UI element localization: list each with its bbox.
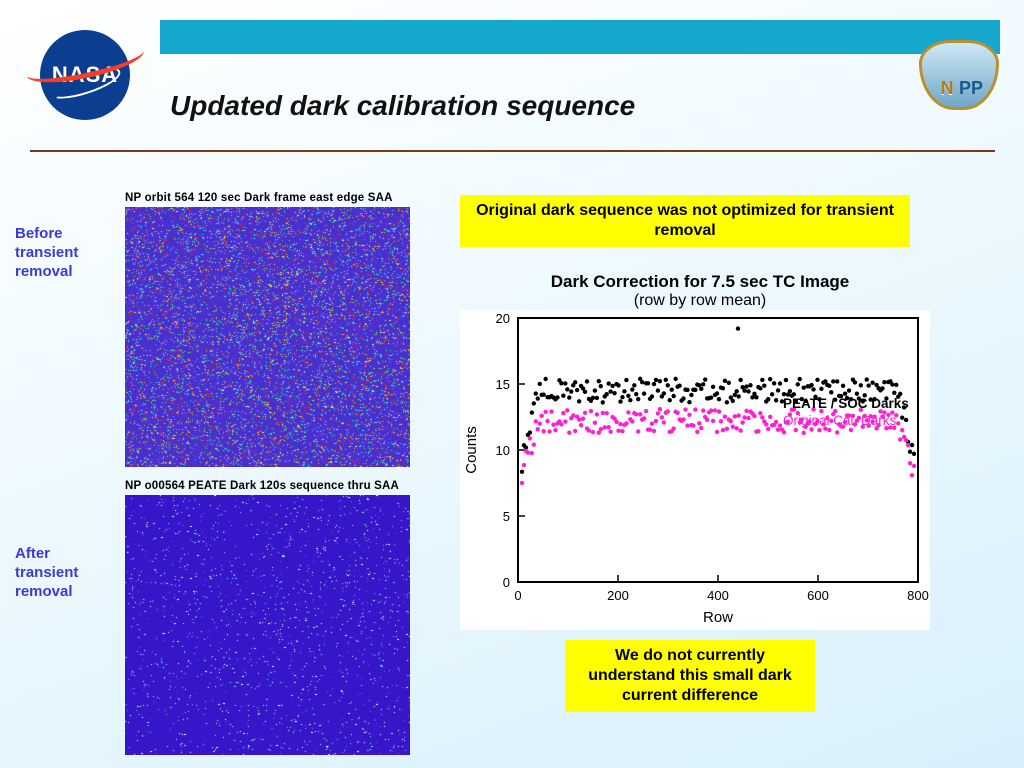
chart-subtitle: (row by row mean) bbox=[480, 292, 920, 310]
svg-text:600: 600 bbox=[807, 588, 829, 603]
svg-text:PEATE / SOC Darks: PEATE / SOC Darks bbox=[783, 396, 909, 411]
svg-text:Row: Row bbox=[703, 609, 733, 626]
svg-text:Original Cal. Darks: Original Cal. Darks bbox=[783, 413, 897, 428]
dark-frame-before-title: NP orbit 564 120 sec Dark frame east edg… bbox=[125, 192, 415, 204]
svg-text:0: 0 bbox=[514, 588, 521, 603]
callout-bottom: We do not currently understand this smal… bbox=[565, 640, 815, 712]
svg-text:200: 200 bbox=[607, 588, 629, 603]
npp-logo: N PP bbox=[919, 40, 999, 112]
dark-frame-before: NP orbit 564 120 sec Dark frame east edg… bbox=[125, 192, 415, 467]
label-after-transient: After transient removal bbox=[15, 545, 115, 601]
label-before-transient: Before transient removal bbox=[15, 225, 115, 281]
scatter-chart: 0 200 400 600 800 0 5 10 15 20 Row Counts PEATE / SO… bbox=[460, 310, 930, 630]
chart-title: Dark Correction for 7.5 sec TC Image bbox=[480, 272, 920, 292]
svg-text:400: 400 bbox=[707, 588, 729, 603]
header-rule bbox=[30, 150, 995, 152]
npp-text-pp: PP bbox=[934, 78, 1008, 99]
header-color-bar bbox=[160, 20, 1000, 54]
chart-title-block: Dark Correction for 7.5 sec TC Image (ro… bbox=[480, 272, 920, 310]
scatter-chart-svg: 0 200 400 600 800 0 5 10 15 20 Row Counts PEATE / SO… bbox=[460, 310, 930, 630]
dark-frame-before-image bbox=[125, 207, 410, 467]
svg-text:5: 5 bbox=[503, 509, 510, 524]
svg-text:Counts: Counts bbox=[463, 426, 480, 474]
svg-text:800: 800 bbox=[907, 588, 929, 603]
callout-top: Original dark sequence was not optimized… bbox=[460, 195, 910, 247]
svg-text:0: 0 bbox=[503, 575, 510, 590]
page-title: Updated dark calibration sequence bbox=[170, 90, 635, 122]
svg-text:15: 15 bbox=[496, 377, 510, 392]
dark-frame-after-image bbox=[125, 495, 410, 755]
svg-text:20: 20 bbox=[496, 311, 510, 326]
dark-frame-after: NP o00564 PEATE Dark 120s sequence thru … bbox=[125, 480, 415, 755]
svg-text:10: 10 bbox=[496, 443, 510, 458]
nasa-logo: NASA bbox=[30, 30, 140, 125]
dark-frame-after-title: NP o00564 PEATE Dark 120s sequence thru … bbox=[125, 480, 415, 492]
